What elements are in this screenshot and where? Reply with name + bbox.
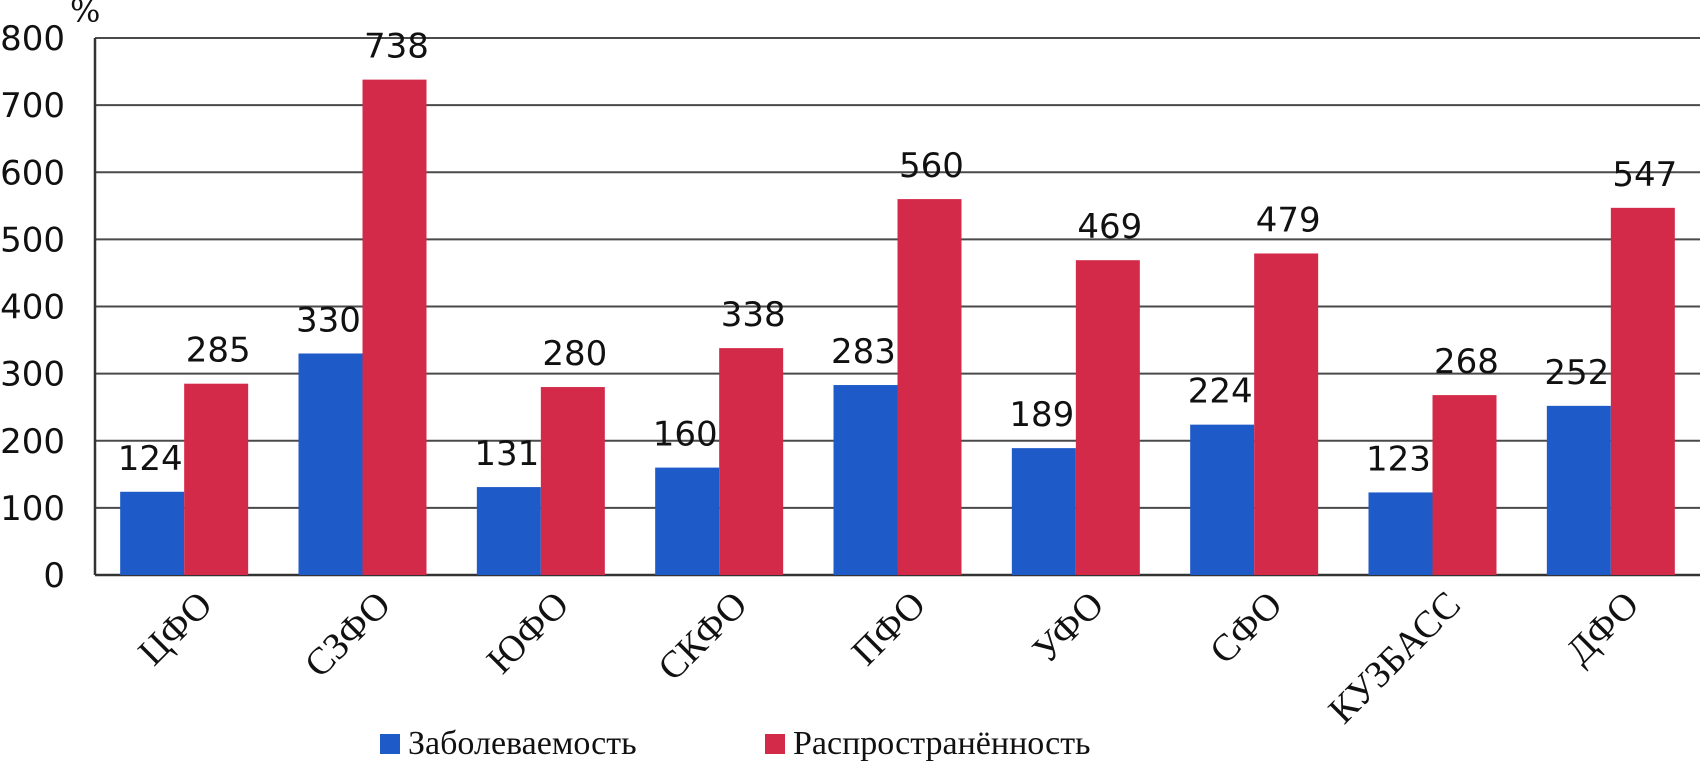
bar [476, 487, 541, 575]
data-label: 285 [186, 331, 251, 371]
y-tick-label: 300 [0, 355, 65, 395]
data-label: 252 [1544, 353, 1609, 393]
x-category-label: КУЗБАСС [1321, 584, 1469, 732]
bar [298, 353, 363, 575]
data-label: 123 [1366, 439, 1431, 479]
data-label: 479 [1256, 200, 1321, 240]
bar [1368, 492, 1433, 575]
bar [540, 387, 605, 575]
x-category-label: ПФО [844, 584, 934, 674]
data-label: 547 [1612, 155, 1677, 195]
bar [719, 348, 784, 575]
y-tick-label: 200 [0, 422, 65, 462]
data-label: 469 [1077, 207, 1142, 247]
data-label: 160 [653, 415, 718, 455]
y-tick-label: 600 [0, 153, 65, 193]
legend-label: Распространённость [793, 725, 1091, 762]
bar [897, 199, 962, 575]
bar [1546, 405, 1611, 575]
labels-layer: 0 100 200 300 400 500 600 700 800% 124 285 ЦФО 330 73… [0, 0, 1677, 732]
y-tick-label: 700 [0, 86, 65, 126]
bar [1254, 253, 1319, 575]
bar [833, 385, 898, 575]
legend-swatch [380, 734, 400, 754]
y-tick-label: 800 [0, 19, 65, 59]
data-label: 330 [296, 300, 361, 340]
x-category-label: ДФО [1558, 584, 1647, 673]
data-label: 268 [1434, 342, 1499, 382]
legend-swatch [765, 734, 785, 754]
y-tick-label: 400 [0, 288, 65, 328]
y-unit-label: % [70, 0, 100, 30]
bar [1610, 207, 1675, 576]
x-category-label: СФО [1202, 584, 1291, 673]
bar [655, 467, 720, 575]
bar [1011, 448, 1076, 575]
x-category-label: СЗФО [297, 584, 399, 686]
data-label: 224 [1188, 372, 1253, 412]
bar [362, 79, 427, 576]
y-tick-label: 100 [0, 489, 65, 529]
x-category-label: СКФО [650, 584, 755, 689]
y-tick-label: 500 [0, 220, 65, 260]
bar [1432, 395, 1497, 575]
data-label: 283 [831, 332, 896, 372]
bars-layer [120, 79, 1675, 576]
legend: Заболеваемость Распространённость [380, 725, 1091, 762]
x-category-label: ЦФО [130, 584, 220, 674]
data-label: 280 [542, 334, 607, 374]
data-label: 131 [474, 434, 539, 474]
x-category-label: ЮФО [479, 584, 577, 682]
bar [1075, 260, 1140, 575]
x-category-label: УФО [1025, 584, 1113, 672]
data-label: 189 [1009, 395, 1074, 435]
legend-label: Заболеваемость [408, 725, 637, 762]
data-label: 738 [364, 27, 429, 67]
data-label: 560 [899, 146, 964, 186]
bar [120, 491, 185, 575]
bar [184, 383, 249, 575]
y-tick-label: 0 [43, 556, 65, 596]
data-label: 338 [721, 295, 786, 335]
data-label: 124 [118, 439, 183, 479]
bar [1190, 424, 1255, 575]
